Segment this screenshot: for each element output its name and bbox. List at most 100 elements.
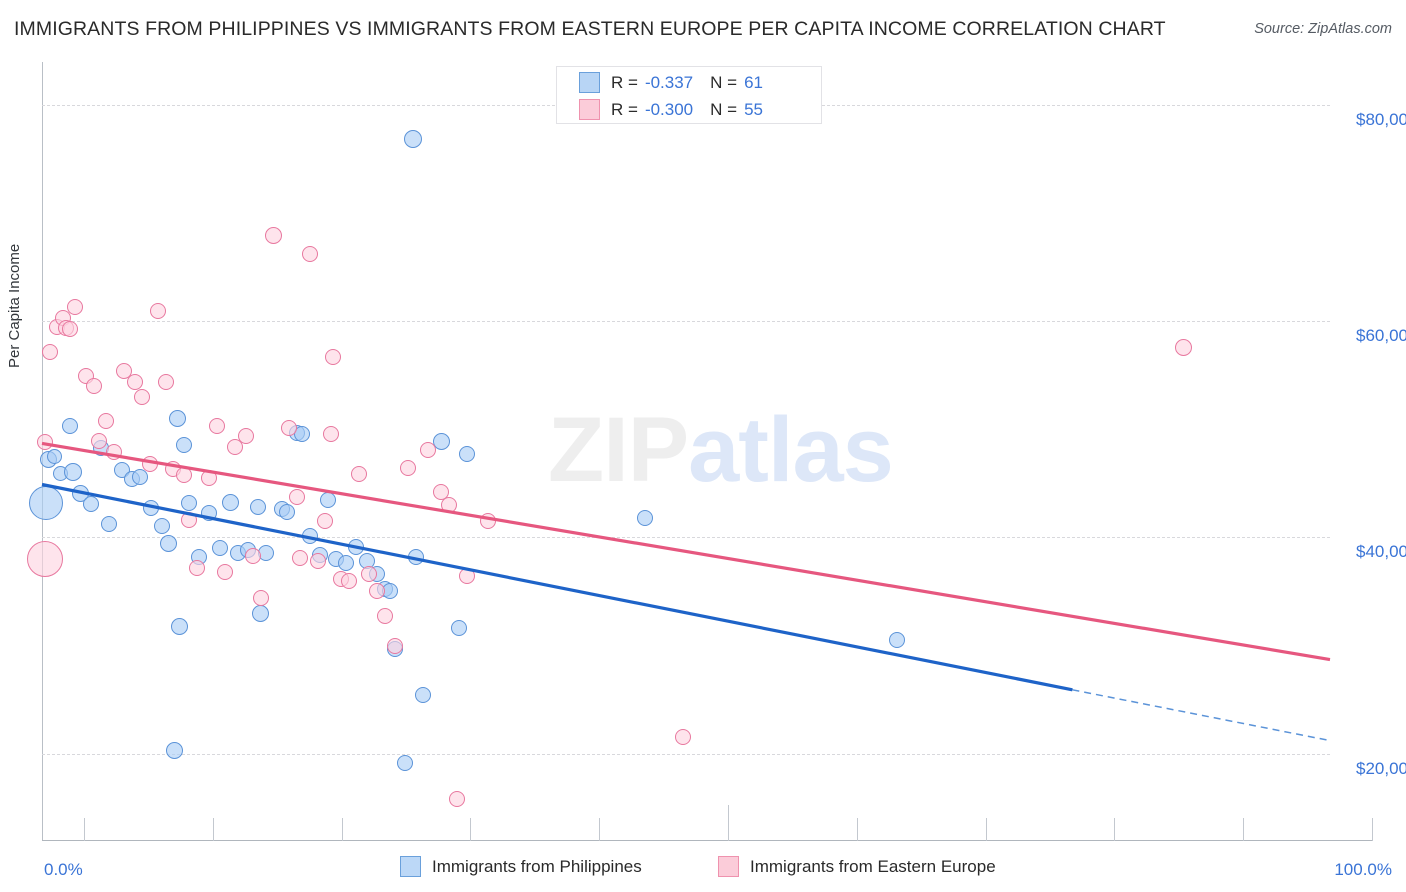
scatter-point [325, 348, 342, 365]
scatter-point [216, 564, 233, 581]
scatter-point [143, 500, 160, 517]
scatter-point [636, 509, 653, 526]
scatter-point [350, 465, 367, 482]
scatter-point [201, 504, 218, 521]
scatter-point [142, 455, 159, 472]
x-axis-line [42, 840, 1372, 841]
gridline [42, 321, 1330, 323]
scatter-point [157, 373, 174, 390]
legend-item-philippines[interactable]: Immigrants from Philippines [400, 856, 642, 877]
x-tick-mark [985, 818, 987, 841]
scatter-point [62, 418, 79, 435]
scatter-point [149, 302, 166, 319]
stats-n-value-philippines: 61 [744, 72, 763, 92]
y-tick-label: $40,000 [1356, 542, 1406, 562]
stats-swatch-philippines [579, 72, 600, 93]
scatter-point [85, 378, 102, 395]
scatter-point [281, 420, 298, 437]
scatter-point [309, 553, 326, 570]
stats-r-value-philippines: -0.337 [644, 72, 694, 92]
stats-r-value-eastern-europe: -0.300 [644, 99, 694, 119]
stats-swatch-eastern-europe [579, 99, 600, 120]
scatter-point [237, 427, 254, 444]
scatter-point [294, 425, 311, 442]
scatter-point [319, 491, 336, 508]
scatter-point [265, 227, 283, 245]
scatter-point [82, 495, 99, 512]
scatter-point [175, 466, 192, 483]
scatter-point [317, 513, 334, 530]
scatter-point [166, 741, 184, 759]
y-tick-label: $60,000 [1356, 326, 1406, 346]
scatter-point [36, 434, 53, 451]
scatter-point [407, 548, 424, 565]
scatter-point [159, 535, 177, 553]
scatter-point [153, 517, 170, 534]
scatter-point [63, 462, 82, 481]
x-tick-label-max: 100.0% [1334, 860, 1392, 879]
scatter-point [252, 604, 270, 622]
scatter-point [301, 246, 318, 263]
scatter-point [47, 448, 63, 464]
scatter-point [441, 497, 457, 514]
x-tick-mark [470, 818, 472, 841]
x-tick-mark [728, 805, 729, 841]
scatter-point [41, 343, 58, 360]
scatter-point [168, 410, 186, 428]
legend-label-philippines: Immigrants from Philippines [432, 856, 642, 876]
legend-item-eastern-europe[interactable]: Immigrants from Eastern Europe [718, 856, 996, 877]
scatter-point [26, 541, 63, 578]
x-tick-mark [599, 818, 601, 841]
scatter-point [451, 620, 468, 637]
scatter-point [175, 436, 192, 453]
stats-n-value-eastern-europe: 55 [744, 99, 763, 119]
stats-r-label-philippines: R = [611, 72, 638, 92]
scatter-point [116, 363, 133, 380]
legend-label-eastern-europe: Immigrants from Eastern Europe [750, 856, 996, 876]
scatter-point [100, 516, 117, 533]
scatter-point [180, 512, 197, 529]
scatter-point [291, 549, 308, 566]
scatter-point [211, 540, 228, 557]
scatter-point [188, 559, 205, 576]
page-title: IMMIGRANTS FROM PHILIPPINES VS IMMIGRANT… [14, 18, 1166, 40]
scatter-point [386, 637, 403, 654]
x-tick-mark [84, 818, 85, 841]
x-tick-mark [1243, 818, 1245, 841]
scatter-point [1174, 338, 1192, 356]
scatter-point [289, 489, 306, 506]
scatter-point [448, 790, 465, 807]
scatter-point [131, 468, 148, 485]
scatter-point [67, 299, 84, 316]
stats-row-eastern-europe: R = -0.300 N = 55 [557, 96, 763, 123]
scatter-point [62, 320, 79, 337]
scatter-point [376, 608, 393, 625]
y-tick-label: $80,000 [1356, 110, 1406, 130]
scatter-point [180, 494, 197, 511]
x-tick-mark [341, 818, 343, 841]
scatter-point [134, 388, 151, 405]
scatter-point [340, 572, 357, 589]
plot-area [26, 62, 1330, 840]
x-tick-label-min: 0.0% [44, 860, 83, 879]
scatter-point [397, 755, 414, 772]
scatter-point [221, 494, 239, 512]
series-legend: 0.0% Immigrants from Philippines Immigra… [0, 850, 1406, 892]
scatter-point [420, 441, 437, 458]
scatter-point [368, 583, 385, 600]
scatter-point [252, 589, 269, 606]
stats-n-label-philippines: N = [710, 72, 738, 92]
scatter-point [278, 503, 295, 520]
scatter-point [337, 555, 354, 572]
gridline [42, 537, 1330, 539]
chart-header: IMMIGRANTS FROM PHILIPPINES VS IMMIGRANT… [0, 0, 1406, 58]
scatter-point [889, 632, 906, 649]
scatter-point [106, 444, 123, 461]
scatter-point [459, 446, 476, 463]
legend-swatch-eastern-europe [718, 856, 739, 877]
scatter-point [415, 687, 432, 704]
scatter-point [479, 513, 496, 530]
scatter-point [301, 528, 318, 545]
stats-r-label-eastern-europe: R = [611, 99, 638, 119]
y-tick-label: $20,000 [1356, 758, 1406, 778]
